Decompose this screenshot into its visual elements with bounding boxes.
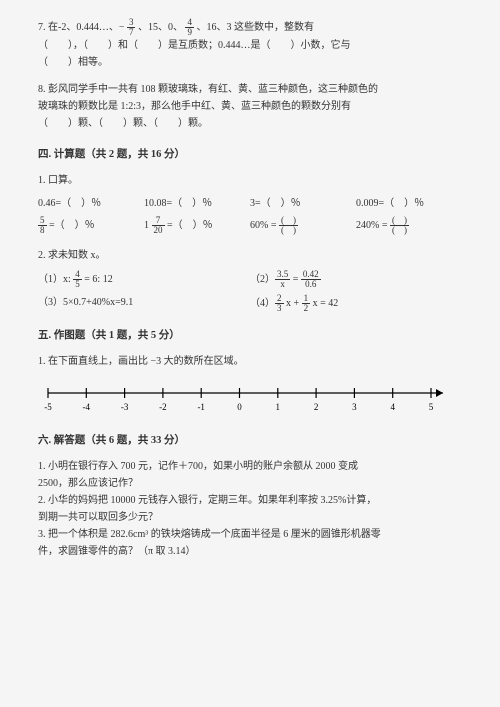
svg-text:5: 5 (429, 402, 434, 412)
q7-line2: （ ），（ ）和（ ）是互质数；0.444…是（ ）小数，它与 (38, 37, 462, 54)
eq2-fraca: 3.5x (275, 270, 290, 289)
sec6-q2b: 到期一共可以取回多少元？ (38, 509, 462, 526)
calc-r1c1: 0.46=（ ）％ (38, 195, 144, 212)
svg-text:1: 1 (276, 402, 281, 412)
sec6-q3b: 件，求圆锥零件的高？（π 取 3.14） (38, 543, 462, 560)
q8-line1: 8. 彭风同学手中一共有 108 颗玻璃珠，有红、黄、蓝三种颜色，这三种颜色的 (38, 81, 462, 98)
number-line: -5 -4 -3 -2 -1 0 1 2 3 4 5 (38, 378, 458, 418)
r2c2-frac: 720 (152, 216, 165, 235)
eq-row-1: （1）x: 45 = 6: 12 （2）3.5x = 0.420.6 (38, 270, 462, 289)
section-6-title: 六. 解答题（共 6 题，共 33 分） (38, 432, 462, 450)
sec6-q1b: 2500，那么应该记作？ (38, 475, 462, 492)
q7-frac2: 49 (185, 18, 194, 37)
svg-text:2: 2 (314, 402, 319, 412)
section-4-title: 四. 计算题（共 2 题，共 16 分） (38, 146, 462, 164)
svg-text:-4: -4 (83, 402, 91, 412)
calc-r2c1: 58 =（ ）％ (38, 216, 144, 235)
eq3: （3）5×0.7+40%x=9.1 (38, 294, 250, 313)
q7-l1a: 7. 在-2、0.444…、− (38, 22, 124, 33)
q7-l1b: 、15、0、 (138, 22, 183, 33)
section-5-title: 五. 作图题（共 1 题，共 5 分） (38, 327, 462, 345)
sec6-q1a: 1. 小明在银行存入 700 元，记作＋700，如果小明的账户余额从 2000 … (38, 458, 462, 475)
eq2: （2）3.5x = 0.420.6 (250, 270, 462, 289)
question-8: 8. 彭风同学手中一共有 108 颗玻璃珠，有红、黄、蓝三种颜色，这三种颜色的 … (38, 81, 462, 132)
svg-text:4: 4 (390, 402, 395, 412)
r2c1-frac: 58 (38, 216, 47, 235)
q7-line1: 7. 在-2、0.444…、− 37 、15、0、 49 、16、3 这些数中，… (38, 18, 462, 37)
q7-frac1: 37 (127, 18, 136, 37)
r2c4-fracblank: ( )( ) (390, 216, 409, 235)
q7-l1c: 、16、3 这些数中，整数有 (196, 22, 314, 33)
calc-r1c2: 10.08=（ ）％ (144, 195, 250, 212)
r2c3-fracblank: ( )( ) (279, 216, 298, 235)
eq-row-2: （3）5×0.7+40%x=9.1 （4）23 x + 12 x = 42 (38, 294, 462, 313)
calc-r2c3: 60% = ( )( ) (250, 216, 356, 235)
sec6-q3a: 3. 把一个体积是 282.6cm³ 的铁块熔铸成一个底面半径是 6 厘米的圆锥… (38, 526, 462, 543)
calc-row-2: 58 =（ ）％ 1 720 =（ ）％ 60% = ( )( ) 240% =… (38, 216, 462, 235)
sec4-sub2: 2. 求未知数 x。 (38, 247, 462, 264)
calc-r1c3: 3=（ ）％ (250, 195, 356, 212)
sec4-sub1: 1. 口算。 (38, 172, 462, 189)
svg-text:-1: -1 (197, 402, 205, 412)
eq1-frac: 45 (73, 270, 82, 289)
eq2-fracb: 0.420.6 (301, 270, 321, 289)
calc-r2c2: 1 720 =（ ）％ (144, 216, 250, 235)
question-7: 7. 在-2、0.444…、− 37 、15、0、 49 、16、3 这些数中，… (38, 18, 462, 71)
eq4-fracb: 12 (302, 294, 311, 313)
svg-text:-5: -5 (44, 402, 52, 412)
q8-line2: 玻璃珠的颗数比是 1:2:3，那么他手中红、黄、蓝三种颜色的颗数分别有 (38, 98, 462, 115)
svg-text:-2: -2 (159, 402, 167, 412)
svg-text:0: 0 (237, 402, 242, 412)
sec6-q2a: 2. 小华的妈妈把 10000 元钱存入银行，定期三年。如果年利率按 3.25%… (38, 492, 462, 509)
calc-row-1: 0.46=（ ）％ 10.08=（ ）％ 3=（ ）％ 0.009=（ ）％ (38, 195, 462, 212)
svg-text:3: 3 (352, 402, 357, 412)
q7-line3: （ ）相等。 (38, 54, 462, 71)
calc-r2c4: 240% = ( )( ) (356, 216, 462, 235)
eq1: （1）x: 45 = 6: 12 (38, 270, 250, 289)
svg-text:-3: -3 (121, 402, 129, 412)
sec5-sub1: 1. 在下面直线上，画出比 −3 大的数所在区域。 (38, 353, 462, 370)
q8-line3: （ ）颗、（ ）颗、（ ）颗。 (38, 115, 462, 132)
calc-r1c4: 0.009=（ ）％ (356, 195, 462, 212)
eq4: （4）23 x + 12 x = 42 (250, 294, 462, 313)
eq4-fraca: 23 (275, 294, 284, 313)
